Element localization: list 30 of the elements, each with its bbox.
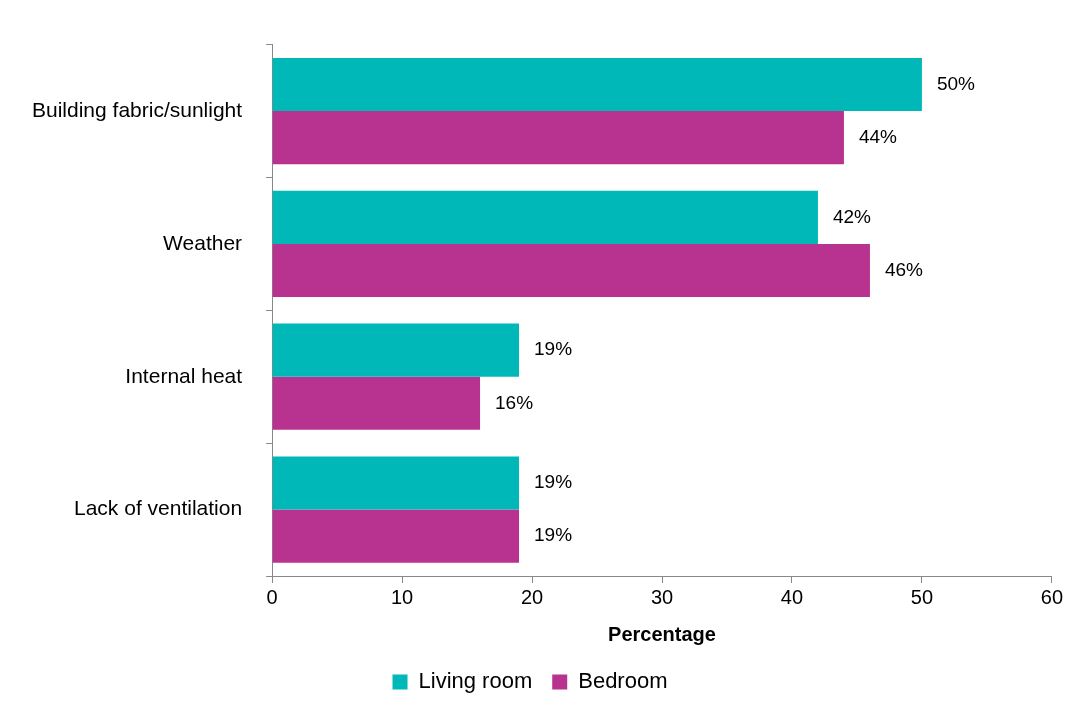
x-tick-label: 40 <box>780 585 804 608</box>
bar <box>272 111 844 165</box>
x-tick-label: 60 <box>1040 585 1063 608</box>
legend-label: Living room <box>418 668 533 694</box>
data-label: 50% <box>936 72 976 94</box>
x-tick-label: 10 <box>390 585 414 608</box>
x-axis-title: Percentage <box>608 622 716 645</box>
bar <box>272 57 922 112</box>
x-tick-label: 20 <box>520 585 544 608</box>
y-tick-label: Building fabric/sunlight <box>32 97 243 121</box>
bar <box>272 190 818 244</box>
data-label: 16% <box>495 391 534 413</box>
bar <box>272 509 520 563</box>
data-label: 19% <box>534 471 573 493</box>
bar <box>272 323 520 377</box>
data-label: 42% <box>832 205 872 227</box>
data-label: 19% <box>534 524 573 546</box>
x-tick-label: 30 <box>650 585 674 608</box>
legend-label: Bedroom <box>578 668 668 694</box>
y-tick-label: Lack of ventilation <box>74 496 243 520</box>
x-tick-label: 0 <box>266 585 278 608</box>
bar <box>272 376 481 430</box>
bar <box>272 243 870 298</box>
y-tick-label: Internal heat <box>125 363 243 387</box>
x-tick-label: 50 <box>910 585 934 608</box>
data-label: 19% <box>534 338 573 360</box>
y-tick-label: Weather <box>163 230 243 254</box>
data-label: 44% <box>858 125 898 147</box>
bar <box>272 456 520 510</box>
data-label: 46% <box>884 258 924 280</box>
